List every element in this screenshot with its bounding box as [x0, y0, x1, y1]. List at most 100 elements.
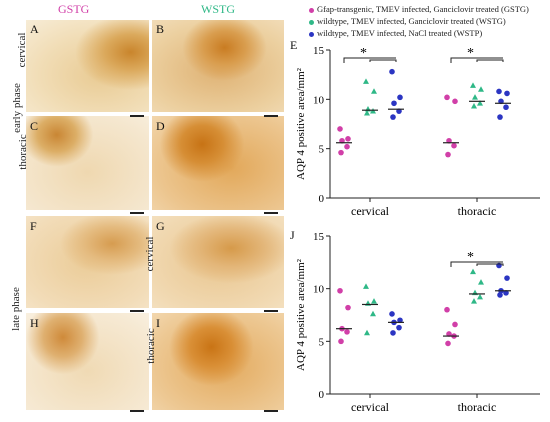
- legend-item-wstg: wildtype, TMEV infected, Ganciclovir tre…: [309, 16, 506, 26]
- chart-j-category-label-cervical: cervical: [351, 400, 390, 414]
- chart-e-point-gstg-thoracic-3: [451, 142, 457, 149]
- chart-j-ylabel: AQP 4 positive area/mm²: [295, 258, 307, 371]
- chart-j-point-wstp-cervical-3: [396, 324, 402, 331]
- region-label-thoracic-late: thoracic: [145, 328, 157, 364]
- legend-text-gstg: Gfap-transgenic, TMEV infected, Ganciclo…: [317, 4, 529, 14]
- micrograph-panel-d: [152, 116, 284, 210]
- chart-e-ytick-label-15: 15: [313, 45, 325, 57]
- chart-j-point-wstp-cervical-4: [390, 330, 396, 336]
- scale-bar-h: [130, 410, 144, 412]
- chart-j-significance-bracket-thoracic: [450, 261, 503, 267]
- chart-j-point-gstg-thoracic-0: [444, 306, 450, 313]
- chart-e-point-wstg-thoracic-3: [477, 100, 483, 106]
- panel-label-f: F: [30, 219, 37, 233]
- chart-j-point-gstg-thoracic-2: [446, 331, 452, 337]
- chart-j-ytick-label-10: 10: [313, 284, 325, 296]
- chart-e-point-gstg-cervical-3: [344, 143, 350, 150]
- chart-e-point-wstg-cervical-1: [371, 88, 377, 94]
- scale-bar-d: [264, 212, 278, 214]
- panel-label-g: G: [156, 219, 165, 233]
- chart-e: AQP 4 positive area/mm² 0 5 10 15 cervical tho…: [295, 45, 540, 218]
- chart-j-point-gstg-thoracic-4: [445, 340, 451, 347]
- chart-j-point-wstp-thoracic-4: [497, 292, 503, 298]
- chart-j-point-wstp-cervical-0: [389, 311, 395, 317]
- chart-j-point-wstg-cervical-1: [371, 298, 377, 304]
- panel-label-i: I: [156, 316, 160, 330]
- chart-e-significance-subbracket-cervical: [369, 59, 397, 62]
- micrograph-panel-c: [26, 116, 149, 210]
- chart-j-point-wstp-cervical-1: [397, 317, 403, 324]
- panel-label-j: J: [290, 228, 295, 242]
- chart-j-significance-thoracic: *: [450, 250, 504, 267]
- chart-e-ytick-label-5: 5: [319, 144, 325, 156]
- chart-j-significance-star-thoracic: *: [467, 250, 474, 265]
- chart-e-ytick-label-10: 10: [313, 94, 325, 106]
- scale-bar-f: [130, 310, 144, 312]
- region-label-thoracic-early: thoracic: [17, 134, 29, 170]
- chart-j-ytick-label-15: 15: [313, 231, 325, 243]
- scale-bar-b: [264, 115, 278, 117]
- chart-e-point-gstg-thoracic-0: [444, 94, 450, 101]
- chart-e-significance-thoracic: *: [450, 46, 504, 63]
- chart-e-category-label-cervical: cervical: [351, 204, 390, 218]
- phase-label-late: late phase: [10, 287, 22, 331]
- chart-j-significance-subbracket-thoracic: [476, 263, 504, 266]
- chart-e-point-wstp-cervical-2: [391, 100, 397, 107]
- chart-e-point-wstp-cervical-1: [397, 94, 403, 101]
- chart-j-point-gstg-cervical-3: [344, 329, 350, 335]
- chart-j-ytick-label-5: 5: [319, 336, 325, 348]
- legend-item-wstp: wildtype, TMEV infected, NaCl treated (W…: [309, 28, 482, 38]
- micrograph-panel-g: [152, 216, 284, 308]
- chart-e-point-wstg-thoracic-4: [471, 103, 477, 109]
- chart-j-point-wstp-thoracic-1: [504, 275, 510, 281]
- chart-j-point-wstg-thoracic-0: [470, 268, 476, 275]
- chart-j-point-wstg-thoracic-4: [471, 298, 477, 304]
- panel-label-d: D: [156, 119, 165, 133]
- chart-e-significance-star-thoracic: *: [467, 46, 474, 61]
- chart-j-point-gstg-cervical-4: [338, 338, 344, 345]
- chart-j-point-wstg-thoracic-3: [477, 293, 483, 300]
- chart-e-ylabel: AQP 4 positive area/mm²: [295, 67, 307, 180]
- column-header-wstg: WSTG: [201, 2, 235, 16]
- chart-e-category-label-thoracic: thoracic: [458, 204, 497, 218]
- chart-e-ytick-label-0: 0: [319, 193, 325, 205]
- chart-j-point-wstg-cervical-3: [370, 310, 376, 317]
- chart-e-point-gstg-cervical-0: [337, 126, 343, 132]
- chart-e-significance-cervical: *: [343, 46, 397, 63]
- panel-label-h: H: [30, 316, 39, 330]
- micrograph-panel-h: [26, 313, 149, 410]
- scale-bar-i: [264, 410, 278, 412]
- chart-e-significance-star-cervical: *: [360, 46, 367, 61]
- chart-e-point-wstg-thoracic-1: [478, 86, 484, 92]
- chart-e-significance-bracket-thoracic: [450, 57, 503, 63]
- chart-e-significance-subbracket-thoracic: [476, 59, 504, 62]
- chart-j: AQP 4 positive area/mm² 0 5 10 15 cervical tho…: [295, 231, 540, 414]
- chart-e-point-wstg-thoracic-2: [472, 94, 478, 100]
- chart-e-point-wstg-cervical-4: [364, 109, 370, 116]
- micrograph-panel-i: [152, 313, 284, 410]
- chart-e-point-gstg-cervical-1: [345, 136, 351, 142]
- micrograph-panel-f: [26, 216, 149, 308]
- chart-e-point-wstp-thoracic-3: [503, 104, 509, 111]
- column-header-gstg: GSTG: [58, 2, 90, 16]
- chart-e-point-wstp-thoracic-4: [497, 114, 503, 120]
- region-label-cervical-late: cervical: [144, 236, 156, 272]
- chart-j-point-wstg-cervical-4: [364, 329, 370, 336]
- chart-e-significance-bracket-cervical: [343, 57, 396, 63]
- chart-e-point-wstp-cervical-4: [390, 114, 396, 120]
- chart-e-point-gstg-cervical-4: [338, 149, 344, 156]
- chart-e-point-wstp-thoracic-0: [496, 88, 502, 95]
- chart-j-point-wstg-thoracic-1: [478, 279, 484, 285]
- chart-j-ytick-label-0: 0: [319, 389, 325, 401]
- legend-marker-wstg: [309, 19, 314, 25]
- scale-bar-g: [264, 310, 278, 312]
- chart-j-category-label-thoracic: thoracic: [458, 400, 497, 414]
- legend-text-wstg: wildtype, TMEV infected, Ganciclovir tre…: [317, 16, 506, 26]
- chart-e-point-wstg-thoracic-0: [470, 82, 476, 88]
- legend-marker-wstp: [309, 31, 314, 37]
- chart-e-point-wstg-cervical-0: [363, 78, 369, 84]
- panel-label-e: E: [290, 38, 298, 52]
- scale-bar-a: [130, 115, 144, 117]
- chart-e-point-gstg-thoracic-4: [445, 151, 451, 158]
- chart-j-point-gstg-thoracic-1: [452, 321, 458, 328]
